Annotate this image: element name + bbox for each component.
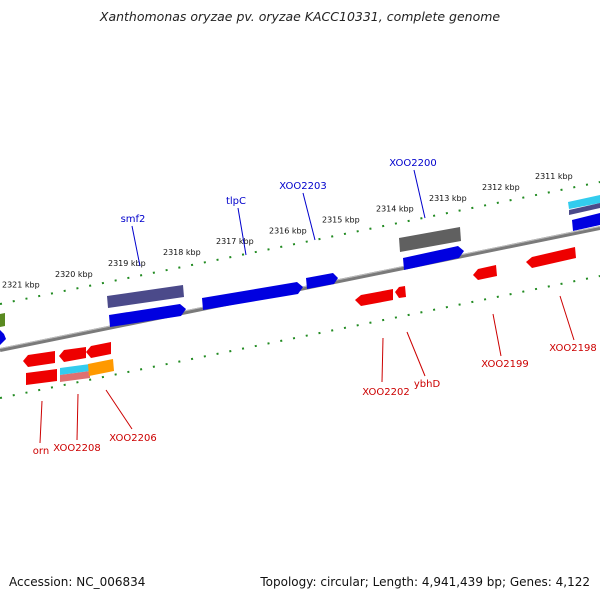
gene-label-orn: orn (33, 446, 49, 457)
gene-arrow[interactable] (403, 246, 464, 270)
scale-label: 2315 kbp (322, 216, 360, 225)
gene-arrow[interactable] (60, 371, 90, 382)
gene-arrow[interactable] (572, 213, 600, 231)
scale-label: 2316 kbp (269, 226, 307, 235)
genome-title: Xanthomonas oryzae pv. oryzae KACC10331,… (99, 9, 501, 24)
gene-arrow[interactable] (526, 247, 576, 268)
gene-arrow[interactable] (568, 195, 600, 209)
scale-label: 2313 kbp (429, 194, 467, 203)
gene-label-tlpC: tlpC (226, 196, 246, 207)
scale-label: 2318 kbp (163, 248, 201, 257)
scale-label: 2317 kbp (216, 237, 254, 246)
gene-arrow[interactable] (60, 364, 90, 375)
gene-arrow[interactable] (59, 347, 86, 362)
gene-label-smf2: smf2 (121, 214, 146, 225)
gene-label-ybhD: ybhD (414, 379, 441, 390)
gene-arrow[interactable] (355, 289, 393, 306)
gene-arrow[interactable] (473, 265, 497, 280)
gene-arrow[interactable] (107, 285, 184, 308)
gene-label-XOO2206: XOO2206 (109, 433, 156, 444)
gene-arrow[interactable] (399, 227, 461, 252)
gene-label-XOO2200: XOO2200 (389, 158, 436, 169)
gene-arrow[interactable] (0, 330, 6, 345)
gene-arrow[interactable] (23, 351, 55, 367)
scale-label: 2312 kbp (482, 183, 520, 192)
gene-arrow[interactable] (0, 313, 5, 327)
inner-tick-track (0, 275, 600, 399)
gene-label-XOO2198: XOO2198 (549, 343, 596, 354)
reverse-genes (23, 247, 576, 385)
accession-text: Accession: NC_006834 (9, 575, 146, 589)
forward-genes (0, 195, 600, 345)
gene-label-XOO2199: XOO2199 (481, 359, 528, 370)
scale-label: 2311 kbp (535, 172, 573, 181)
scale-label: 2314 kbp (376, 205, 414, 214)
gene-arrow[interactable] (26, 369, 57, 385)
gene-arrow[interactable] (395, 286, 406, 298)
gene-arrow[interactable] (202, 282, 303, 310)
scale-labels: 2321 kbp 2320 kbp 2319 kbp 2318 kbp 2317 kbp… (2, 172, 573, 289)
gene-label-XOO2208: XOO2208 (53, 443, 100, 454)
gene-arrow[interactable] (569, 203, 600, 215)
gene-arrow[interactable] (86, 342, 111, 358)
scale-label: 2320 kbp (55, 270, 93, 279)
gene-arrow[interactable] (109, 304, 186, 327)
gene-label-XOO2203: XOO2203 (279, 181, 326, 192)
label-leaders (39, 169, 575, 444)
gene-arrow[interactable] (88, 359, 114, 376)
gene-arrow[interactable] (306, 273, 338, 289)
scale-label: 2319 kbp (108, 259, 146, 268)
scale-label: 2321 kbp (2, 281, 40, 290)
gene-label-XOO2202: XOO2202 (362, 387, 409, 398)
topology-text: Topology: circular; Length: 4,941,439 bp… (260, 575, 590, 589)
